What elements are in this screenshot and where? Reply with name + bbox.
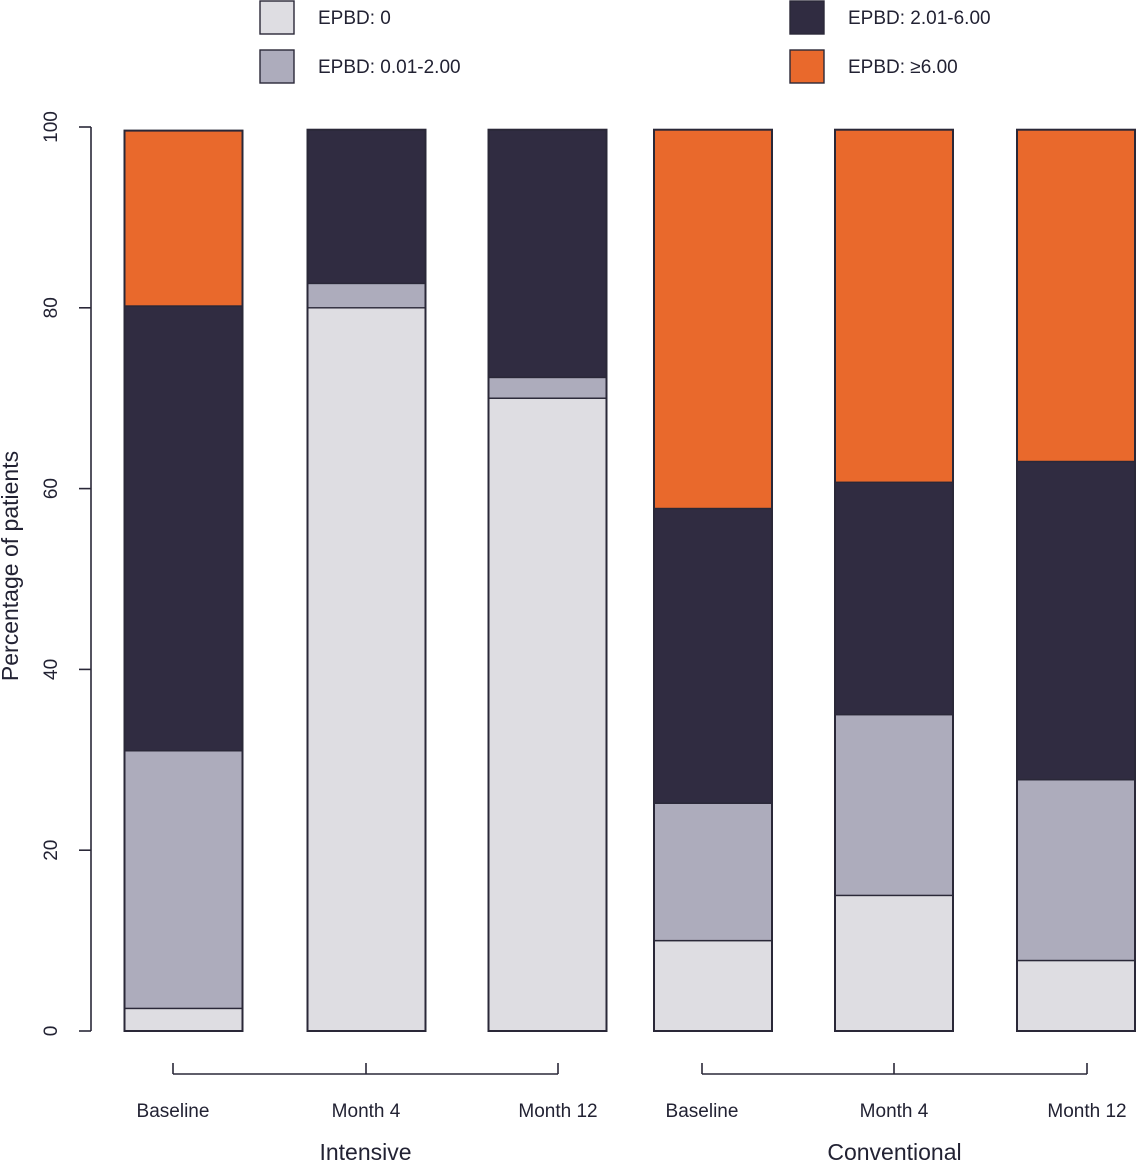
bar-segment — [653, 802, 773, 942]
y-tick-label: 80 — [41, 297, 62, 318]
legend-swatch — [259, 0, 295, 35]
legend-label: EPBD: 0 — [318, 8, 391, 29]
bar-segment — [487, 376, 608, 399]
bar-segment — [1016, 959, 1136, 1032]
legend-item: EPBD: 0.01-2.00 — [259, 49, 461, 84]
x-category-label: Month 12 — [518, 1101, 597, 1122]
group-label: Intensive — [319, 1139, 411, 1165]
bar-outline — [1016, 128, 1136, 1033]
bar-segment — [834, 713, 954, 897]
y-tick-label: 0 — [41, 1026, 62, 1037]
y-tick-label: 60 — [41, 478, 62, 499]
legend-label: EPBD: ≥6.00 — [848, 57, 958, 78]
x-category-label: Month 4 — [860, 1101, 929, 1122]
bar-outline — [306, 128, 427, 1033]
legend-label: EPBD: 2.01-6.00 — [848, 8, 991, 29]
legend-item: EPBD: 0 — [259, 0, 391, 35]
bar-segment — [1016, 778, 1136, 962]
bar-segment — [834, 894, 954, 1032]
legend: EPBD: 0 EPBD: 0.01-2.00 EPBD: 2.01-6.00 EPB… — [259, 0, 991, 84]
y-tick-label: 20 — [41, 840, 62, 861]
y-axis-title: Percentage of patients — [0, 451, 23, 681]
bar-outline — [653, 128, 773, 1033]
bar-segment — [306, 307, 427, 1032]
bar-segment — [653, 939, 773, 1032]
bar-segment — [306, 129, 427, 285]
bar-segment — [487, 397, 608, 1032]
bar-segment — [834, 481, 954, 716]
bar-segment — [123, 305, 244, 752]
bar-segment — [306, 282, 427, 309]
group-label: Conventional — [827, 1139, 961, 1165]
x-category-label: Month 12 — [1047, 1101, 1126, 1122]
x-category-label: Baseline — [137, 1101, 210, 1122]
bar-outline — [834, 128, 954, 1033]
bar-segment — [123, 750, 244, 1010]
y-tick-label: 100 — [41, 111, 62, 143]
bar-segment — [487, 129, 608, 379]
legend-label: EPBD: 0.01-2.00 — [318, 57, 461, 78]
y-tick-label: 40 — [41, 659, 62, 680]
legend-swatch — [789, 0, 825, 35]
x-axis: Intensive Conventional Baseline Month 4 Mont… — [137, 1063, 1127, 1165]
x-category-label: Month 4 — [332, 1101, 401, 1122]
bar-segment — [834, 129, 954, 483]
legend-item: EPBD: 2.01-6.00 — [789, 0, 991, 35]
bar-outline — [487, 128, 608, 1033]
legend-swatch — [259, 49, 295, 84]
bar-segment — [1016, 129, 1136, 463]
bar-segment — [653, 507, 773, 804]
bar-outline — [123, 129, 244, 1032]
bar-segment — [1016, 460, 1136, 781]
legend-swatch — [789, 49, 825, 84]
bars — [123, 128, 1136, 1033]
y-axis: 0 20 40 60 80 100 — [41, 111, 92, 1037]
bar-segment — [123, 129, 244, 307]
x-category-label: Baseline — [666, 1101, 739, 1122]
legend-item: EPBD: ≥6.00 — [789, 49, 958, 84]
bar-segment — [653, 129, 773, 510]
bar-segment — [123, 1007, 244, 1032]
